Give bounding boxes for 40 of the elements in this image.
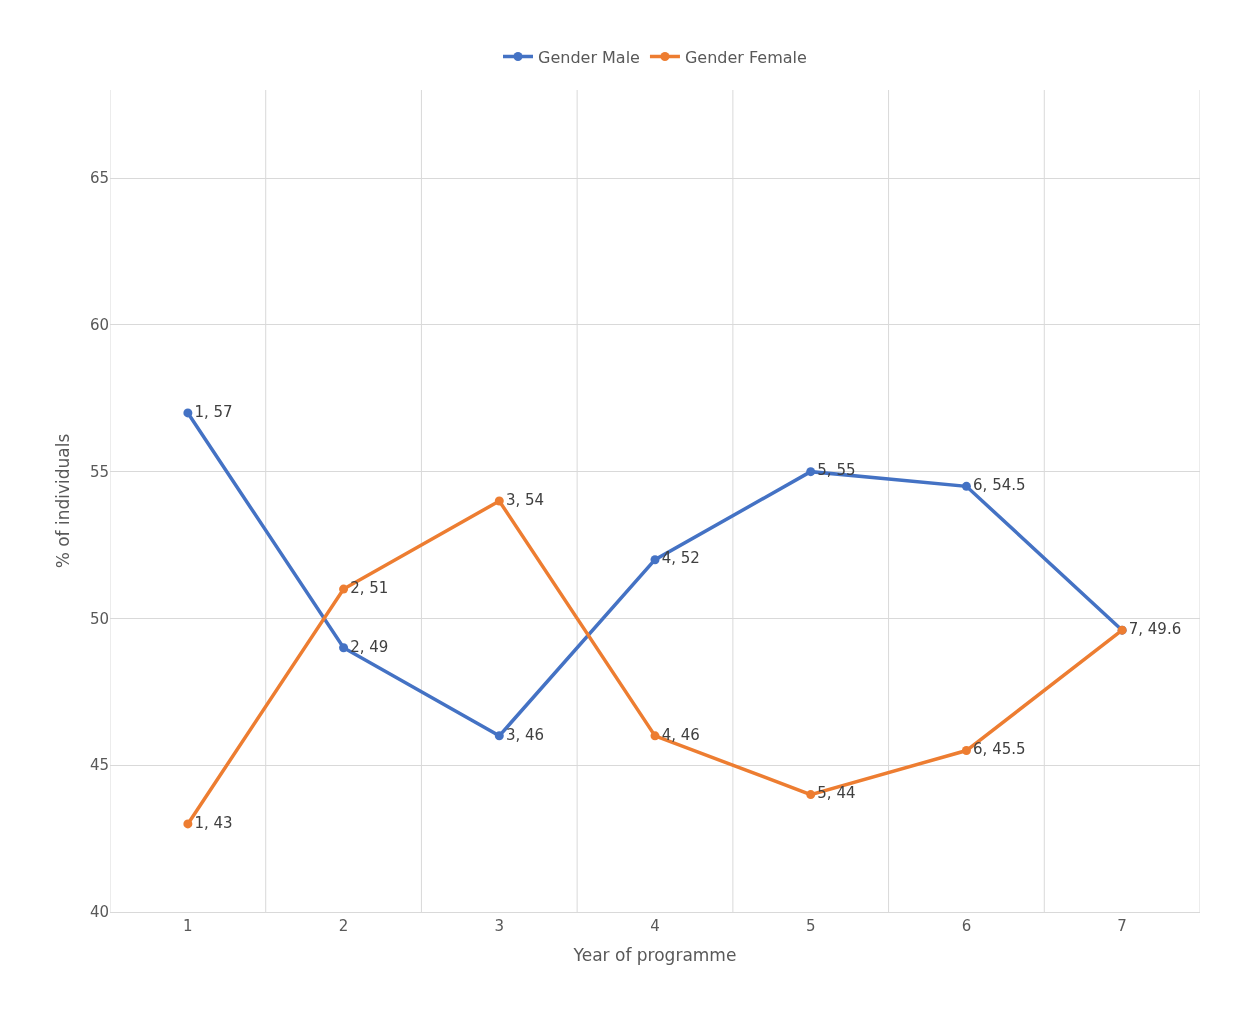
data-label: 3, 46 (505, 725, 545, 744)
y-tick-label: 40 (89, 903, 109, 922)
data-label: 1, 43 (194, 813, 233, 832)
data-label: 2, 51 (350, 578, 389, 597)
data-label: 6, 45.5 (973, 740, 1026, 759)
y-tick-label: 55 (89, 462, 109, 481)
data-label: 7, 49.6 (1128, 619, 1182, 638)
x-axis-title: Year of programme (572, 945, 737, 966)
data-label: 1, 57 (194, 402, 233, 421)
y-tick-label: 60 (89, 316, 109, 335)
point (183, 408, 193, 418)
x-tick-label: 6 (961, 917, 972, 935)
x-tick-label: 7 (1117, 917, 1127, 935)
data-label: 2, 49 (350, 637, 389, 656)
point (961, 481, 971, 491)
point (650, 731, 660, 741)
data-label: 4, 52 (661, 549, 700, 568)
x-tick-label: 3 (494, 917, 505, 935)
data-label: 3, 54 (505, 490, 545, 509)
legend-label: Gender Male (538, 47, 640, 67)
point (339, 643, 349, 653)
point (339, 584, 349, 594)
point (183, 819, 193, 829)
point (806, 790, 816, 800)
point (650, 555, 660, 565)
point (806, 467, 816, 477)
legend-label: Gender Female (684, 47, 807, 67)
data-label: 4, 46 (661, 725, 700, 744)
point (494, 496, 504, 506)
y-tick-label: 50 (89, 609, 109, 628)
point (494, 731, 504, 741)
y-tick-label: 45 (89, 756, 109, 775)
x-tick-label: 5 (805, 917, 816, 935)
x-tick-label: 2 (338, 917, 349, 935)
y-axis-title: % of individuals (53, 433, 74, 569)
data-label: 6, 54.5 (973, 476, 1026, 495)
point (961, 746, 971, 756)
x-tick-label: 4 (650, 917, 660, 935)
y-tick-label: 65 (89, 169, 109, 188)
x-tick-label: 1 (183, 917, 193, 935)
